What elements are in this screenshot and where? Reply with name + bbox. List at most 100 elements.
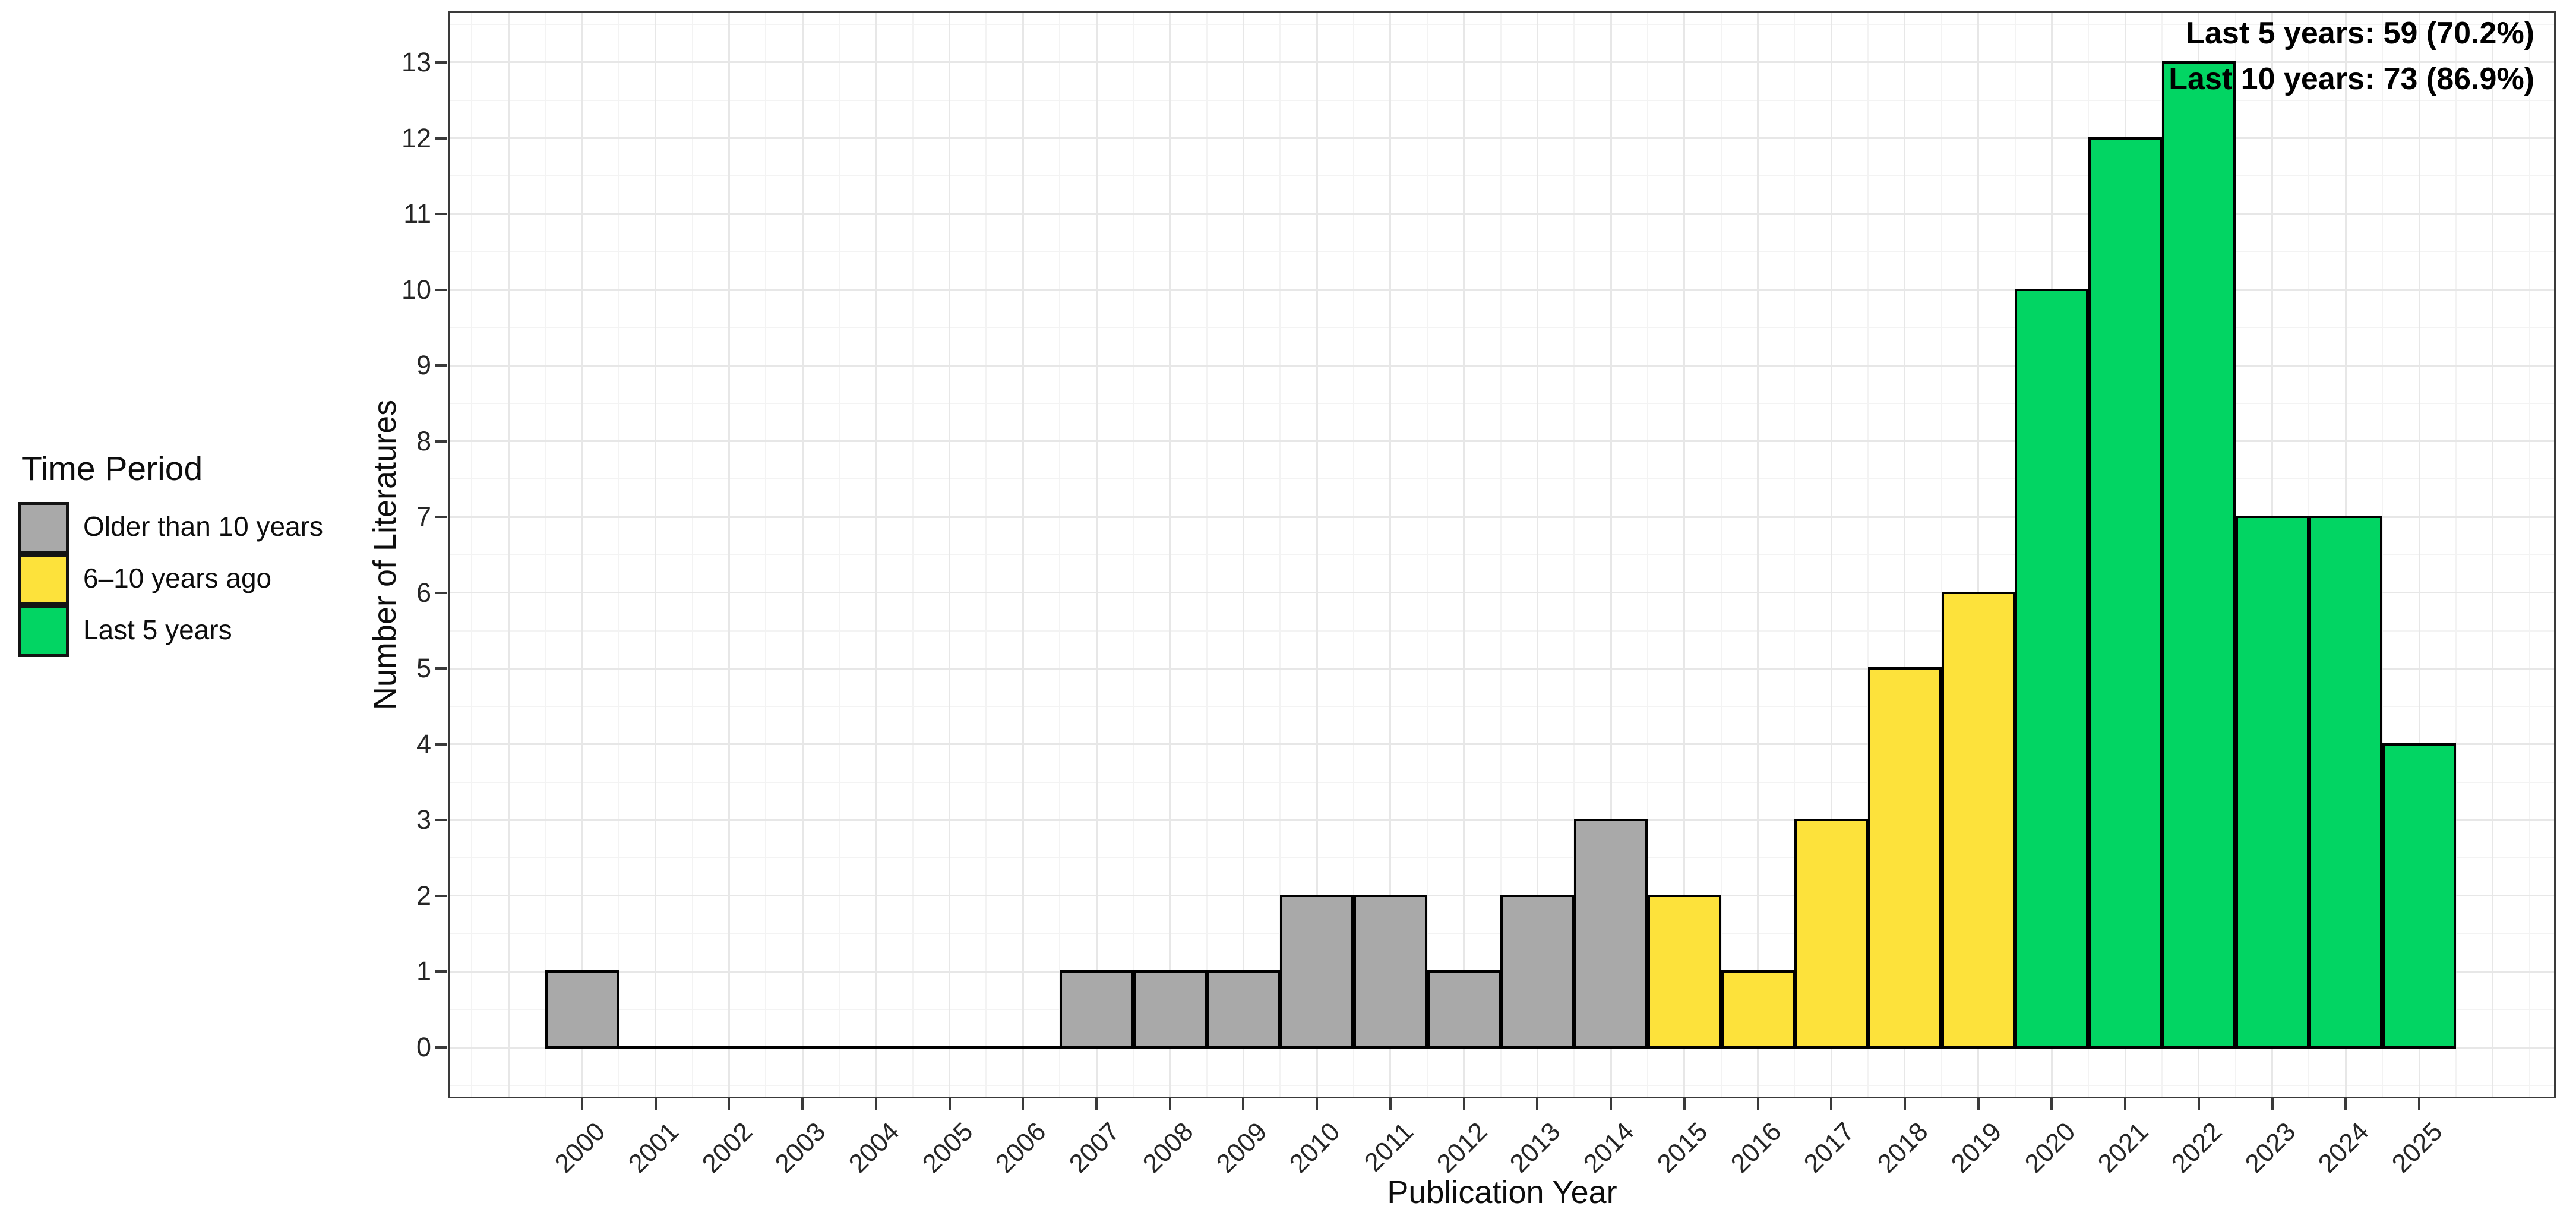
x-tick-mark xyxy=(2418,1098,2420,1110)
minor-gridline-horizontal xyxy=(450,857,2554,859)
minor-gridline-vertical xyxy=(1867,13,1869,1097)
x-tick-label: 2000 xyxy=(549,1117,611,1179)
x-tick-mark xyxy=(1830,1098,1833,1110)
y-tick-mark xyxy=(435,137,447,140)
minor-gridline-horizontal xyxy=(450,99,2554,101)
major-gridline-horizontal xyxy=(450,61,2554,64)
histogram-bar xyxy=(2015,288,2089,1049)
minor-gridline-vertical xyxy=(1646,13,1648,1097)
x-tick-mark xyxy=(2124,1098,2127,1110)
x-tick-mark xyxy=(728,1098,731,1110)
major-gridline-vertical xyxy=(1316,13,1318,1097)
histogram-bar xyxy=(545,970,619,1049)
major-gridline-vertical xyxy=(2492,13,2494,1097)
minor-gridline-vertical xyxy=(765,13,767,1097)
minor-gridline-horizontal xyxy=(450,251,2554,252)
histogram-bar xyxy=(1353,894,1427,1049)
x-tick-label: 2011 xyxy=(1359,1117,1420,1177)
x-tick-label: 2018 xyxy=(1872,1117,1934,1179)
x-tick-label: 2024 xyxy=(2313,1117,2375,1179)
minor-gridline-vertical xyxy=(2455,13,2457,1097)
y-tick-label: 8 xyxy=(416,425,431,456)
minor-gridline-vertical xyxy=(618,13,619,1097)
histogram-bar xyxy=(1060,970,1134,1049)
y-tick-mark xyxy=(435,1046,447,1049)
minor-gridline-vertical xyxy=(1206,13,1208,1097)
legend-swatch-mid xyxy=(18,553,69,605)
legend-item-label: Last 5 years xyxy=(83,614,232,645)
x-tick-mark xyxy=(1610,1098,1613,1110)
histogram-bar xyxy=(1721,970,1795,1049)
major-gridline-vertical xyxy=(1389,13,1392,1097)
zero-height-bar xyxy=(839,1046,913,1049)
x-tick-label: 2012 xyxy=(1431,1117,1493,1179)
major-gridline-vertical xyxy=(1683,13,1686,1097)
x-tick-label: 2010 xyxy=(1284,1117,1346,1179)
minor-gridline-vertical xyxy=(839,13,840,1097)
minor-gridline-vertical xyxy=(1500,13,1502,1097)
histogram-bar xyxy=(2382,743,2456,1049)
x-tick-mark xyxy=(948,1098,951,1110)
histogram-bar xyxy=(1500,894,1575,1049)
x-tick-label: 2015 xyxy=(1651,1117,1714,1179)
y-tick-mark xyxy=(435,591,447,594)
major-gridline-vertical xyxy=(1904,13,1906,1097)
y-tick-label: 12 xyxy=(401,122,431,153)
x-tick-mark xyxy=(2344,1098,2347,1110)
histogram-bar xyxy=(2235,516,2309,1049)
minor-gridline-vertical xyxy=(1573,13,1575,1097)
histogram-bar xyxy=(1133,970,1207,1049)
major-gridline-vertical xyxy=(801,13,804,1097)
x-tick-mark xyxy=(874,1098,877,1110)
major-gridline-vertical xyxy=(1022,13,1024,1097)
x-tick-label: 2004 xyxy=(843,1117,905,1179)
y-tick-mark xyxy=(435,516,447,519)
y-tick-label: 0 xyxy=(416,1032,431,1062)
minor-gridline-vertical xyxy=(2528,13,2530,1097)
minor-gridline-horizontal xyxy=(450,402,2554,404)
minor-gridline-vertical xyxy=(912,13,914,1097)
major-gridline-vertical xyxy=(728,13,730,1097)
x-axis-labels: 2000 2001 2002 2003 2004 2005 2006 2007 2008 2009… xyxy=(450,1117,2554,1206)
y-tick-mark xyxy=(435,213,447,216)
x-tick-label: 2013 xyxy=(1504,1117,1567,1179)
x-tick-mark xyxy=(1168,1098,1171,1110)
minor-gridline-vertical xyxy=(1059,13,1061,1097)
minor-gridline-horizontal xyxy=(450,1084,2554,1086)
major-gridline-vertical xyxy=(1757,13,1759,1097)
legend-item: Older than 10 years xyxy=(18,500,323,554)
x-tick-label: 2017 xyxy=(1799,1117,1860,1179)
x-tick-mark xyxy=(1536,1098,1539,1110)
major-gridline-vertical xyxy=(1169,13,1171,1097)
y-tick-mark xyxy=(435,288,447,291)
legend-title: Time Period xyxy=(21,450,203,488)
major-gridline-horizontal xyxy=(450,819,2554,821)
major-gridline-horizontal xyxy=(450,592,2554,594)
x-tick-label: 2007 xyxy=(1063,1117,1126,1179)
y-tick-mark xyxy=(435,894,447,897)
major-gridline-horizontal xyxy=(450,743,2554,746)
x-tick-label: 2001 xyxy=(622,1117,685,1179)
major-gridline-vertical xyxy=(1463,13,1465,1097)
minor-gridline-vertical xyxy=(985,13,987,1097)
y-tick-mark xyxy=(435,970,447,973)
y-tick-label: 7 xyxy=(416,501,431,532)
major-gridline-vertical xyxy=(1095,13,1098,1097)
x-tick-label: 2014 xyxy=(1578,1117,1640,1179)
x-tick-mark xyxy=(1389,1098,1392,1110)
x-tick-mark xyxy=(1903,1098,1906,1110)
minor-gridline-vertical xyxy=(1426,13,1428,1097)
histogram-bar xyxy=(1427,970,1501,1049)
x-tick-mark xyxy=(801,1098,804,1110)
histogram-bar xyxy=(1941,591,2015,1049)
major-gridline-vertical xyxy=(1830,13,1832,1097)
zero-height-bar xyxy=(692,1046,766,1049)
x-axis-title: Publication Year xyxy=(1387,1175,1617,1210)
minor-gridline-vertical xyxy=(471,13,473,1097)
major-gridline-vertical xyxy=(2418,13,2420,1097)
x-tick-label: 2008 xyxy=(1137,1117,1199,1179)
y-tick-label: 5 xyxy=(416,653,431,684)
x-tick-label: 2006 xyxy=(990,1117,1052,1179)
legend-item-label: 6–10 years ago xyxy=(83,562,272,593)
x-tick-mark xyxy=(1977,1098,1980,1110)
